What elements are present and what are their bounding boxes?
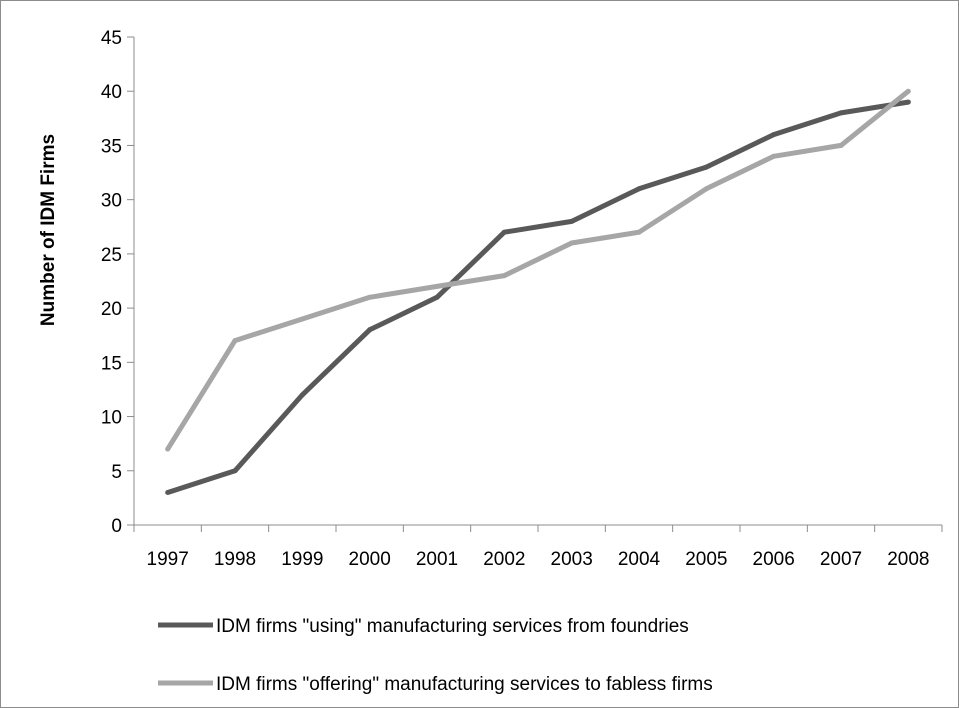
x-axis-ticks: 1997 1998 1999 2000 2001 2002 2003 2004 2005 2006… <box>133 525 943 570</box>
data-point <box>367 294 373 300</box>
x-tick-label: 2008 <box>887 549 929 570</box>
data-point <box>434 294 440 300</box>
data-point <box>232 468 238 474</box>
x-tick-label: 2006 <box>753 549 795 570</box>
data-point <box>838 142 844 148</box>
data-point <box>501 229 507 235</box>
y-tick-label: 40 <box>101 82 122 103</box>
data-point <box>569 218 575 224</box>
x-tick-label: 2000 <box>349 549 391 570</box>
legend-label-1: IDM firms "using" manufacturing services… <box>216 616 689 637</box>
y-axis-ticks: 0 5 10 15 20 25 30 35 40 45 <box>101 28 134 537</box>
data-point <box>905 88 911 94</box>
x-tick-label: 1998 <box>214 549 256 570</box>
data-point <box>165 489 171 495</box>
y-tick-label: 5 <box>111 462 122 483</box>
data-point <box>771 153 777 159</box>
x-tick-label: 2003 <box>551 549 593 570</box>
y-tick-label: 10 <box>101 408 122 429</box>
data-point <box>299 316 305 322</box>
data-point <box>165 446 171 452</box>
y-axis-title: Number of IDM Firms <box>38 134 59 326</box>
data-point <box>703 186 709 192</box>
data-point <box>703 164 709 170</box>
x-tick-label: 2002 <box>483 549 525 570</box>
data-point <box>434 283 440 289</box>
data-point <box>367 327 373 333</box>
axes <box>133 37 942 526</box>
data-point <box>569 240 575 246</box>
x-tick-label: 1999 <box>281 549 323 570</box>
y-tick-label: 15 <box>101 353 122 374</box>
y-tick-label: 20 <box>101 299 122 320</box>
x-tick-label: 1997 <box>147 549 189 570</box>
data-point <box>636 229 642 235</box>
y-tick-label: 45 <box>101 28 122 49</box>
legend: IDM firms "using" manufacturing services… <box>158 616 713 695</box>
data-point <box>232 338 238 344</box>
y-tick-label: 25 <box>101 245 122 266</box>
data-point <box>838 110 844 116</box>
legend-label-2: IDM firms "offering" manufacturing servi… <box>216 674 713 695</box>
series-line-2 <box>165 89 910 451</box>
data-point <box>905 99 911 105</box>
data-point <box>636 186 642 192</box>
series-line-1 <box>166 99 909 495</box>
y-tick-label: 35 <box>101 136 122 157</box>
y-tick-label: 30 <box>101 191 122 212</box>
x-tick-label: 2004 <box>618 549 661 570</box>
data-point <box>771 132 777 138</box>
x-tick-label: 2007 <box>820 549 862 570</box>
x-tick-label: 2005 <box>685 549 727 570</box>
series-lines <box>165 88 911 495</box>
data-point <box>501 273 507 279</box>
data-point <box>299 392 305 398</box>
y-tick-label: 0 <box>111 516 122 537</box>
x-tick-label: 2001 <box>416 549 458 570</box>
